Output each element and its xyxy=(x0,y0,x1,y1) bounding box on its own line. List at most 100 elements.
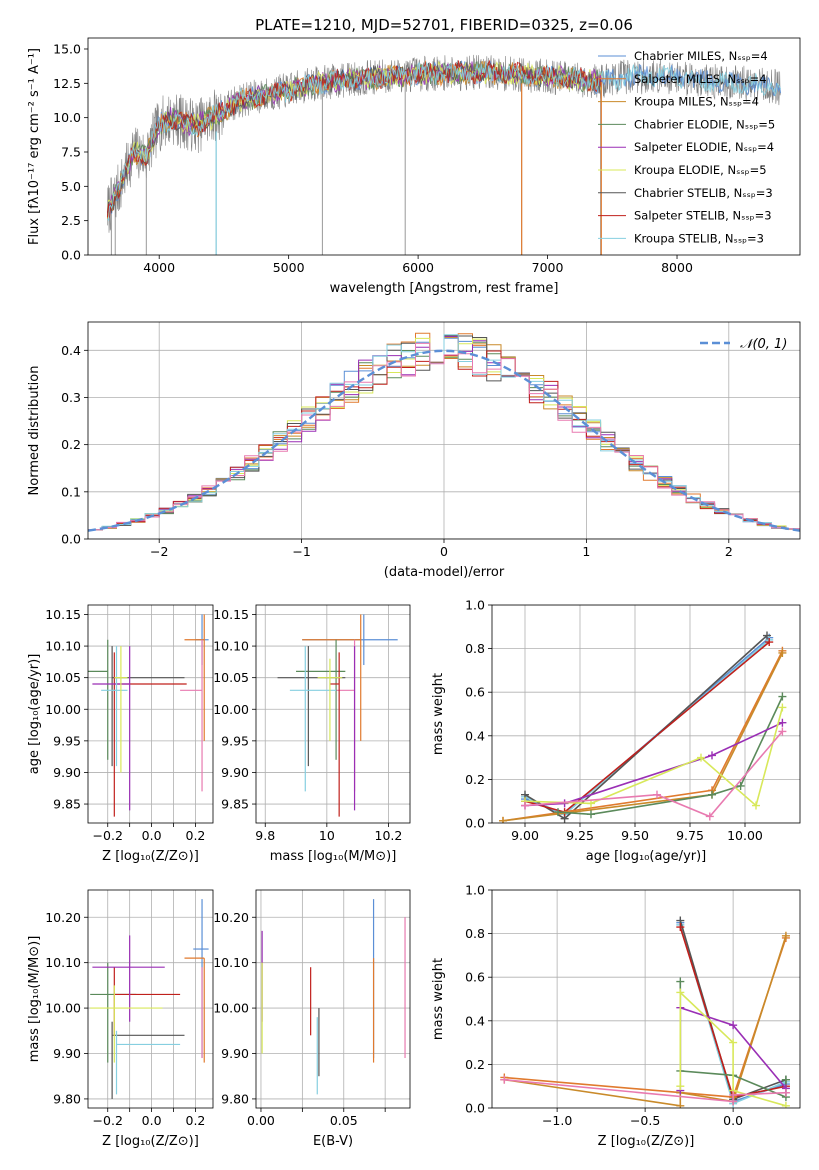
x-tick-label: −1.0 xyxy=(542,1113,572,1128)
chart-panel-4: 9.8 10 10.2 9.85 9.90 9.95 10.00 10.05 10.10 10.1… xyxy=(213,604,411,864)
series-marker xyxy=(676,988,685,997)
y-tick-label: 0.3 xyxy=(61,390,81,405)
y-tick-label: 15.0 xyxy=(53,41,81,56)
y-tick-label: 9.80 xyxy=(53,1091,81,1106)
x-tick-label: 5000 xyxy=(273,260,305,275)
y-axis-label: mass weight xyxy=(431,673,446,755)
y-tick-label: 10.20 xyxy=(213,910,249,925)
x-tick-label: 9.8 xyxy=(255,828,275,843)
y-tick-label: 0.2 xyxy=(465,772,485,787)
x-tick-label: 0.0 xyxy=(723,1113,743,1128)
axes-frame xyxy=(255,604,411,824)
x-tick-label: 0 xyxy=(440,544,448,559)
chart-panel-1: 4000 5000 6000 7000 8000 0.0 2.5 5.0 7.5 10.0 12.5… xyxy=(27,37,801,296)
series-marker xyxy=(676,923,685,932)
series-marker xyxy=(736,781,745,790)
series-marker xyxy=(705,812,714,821)
x-axis-label: age [log₁₀(age/yr)] xyxy=(586,849,707,864)
series-marker xyxy=(697,753,705,762)
y-tick-label: 0.6 xyxy=(465,970,485,985)
y-tick-label: 0.0 xyxy=(465,816,485,831)
x-tick-label: 10.00 xyxy=(727,828,763,843)
x-tick-label: 1 xyxy=(582,544,590,559)
series-marker xyxy=(781,1101,790,1108)
x-axis-label: (data-model)/error xyxy=(384,565,505,580)
series-marker xyxy=(752,801,760,810)
model-line xyxy=(107,60,782,222)
y-tick-label: 0.0 xyxy=(61,532,81,547)
plot-area xyxy=(492,605,800,823)
legend: Chabrier MILES, Nₛₛₚ=4 Salpeter MILES, Nₛ… xyxy=(598,49,775,245)
series-marker xyxy=(676,977,685,986)
chart-panel-7: 0.00 0.05 9.80 9.90 10.00 10.10 10.20 E(B-V) xyxy=(213,889,411,1149)
x-tick-label: 0.0 xyxy=(142,1113,162,1128)
legend-label: Kroupa MILES, Nₛₛₚ=4 xyxy=(634,95,759,109)
y-tick-label: 0.0 xyxy=(465,1101,485,1116)
axes-frame xyxy=(87,37,801,256)
series-line xyxy=(524,730,784,818)
y-tick-label: 10.10 xyxy=(213,639,249,654)
y-tick-label: 0.2 xyxy=(61,437,81,452)
y-tick-label: 7.5 xyxy=(61,144,81,159)
y-tick-label: 9.90 xyxy=(221,765,249,780)
x-tick-label: 8000 xyxy=(661,260,693,275)
legend-label: Kroupa ELODIE, Nₛₛₚ=5 xyxy=(634,163,767,177)
plot-area xyxy=(88,605,213,823)
y-tick-label: 5.0 xyxy=(61,179,81,194)
legend-label: Kroupa STELIB, Nₛₛₚ=3 xyxy=(634,231,764,245)
series-marker xyxy=(778,692,787,701)
y-tick-label: 9.85 xyxy=(53,797,81,812)
x-tick-label: −0.2 xyxy=(93,1113,123,1128)
y-tick-label: 2.5 xyxy=(61,213,81,228)
model-line xyxy=(106,61,602,214)
histogram-step xyxy=(88,334,800,531)
legend-label: Salpeter MILES, Nₛₛₚ=4 xyxy=(634,72,767,86)
x-tick-label: 0.0 xyxy=(142,828,162,843)
y-tick-label: 9.90 xyxy=(53,1046,81,1061)
x-tick-label: 4000 xyxy=(143,260,175,275)
x-tick-label: −0.5 xyxy=(630,1113,660,1128)
axes-frame xyxy=(87,321,801,540)
y-tick-label: 10.05 xyxy=(213,670,249,685)
series-marker xyxy=(781,1088,790,1097)
y-tick-label: 0.1 xyxy=(61,484,81,499)
plot-area xyxy=(256,605,410,823)
legend: 𝒩(0, 1) xyxy=(700,337,787,352)
y-tick-label: 10.00 xyxy=(45,1001,81,1016)
y-tick-label: 9.80 xyxy=(221,1091,249,1106)
y-tick-label: 10.10 xyxy=(45,639,81,654)
y-tick-label: 10.20 xyxy=(45,910,81,925)
y-tick-label: 9.95 xyxy=(221,733,249,748)
x-tick-label: 0.05 xyxy=(330,1113,358,1128)
y-tick-label: 9.85 xyxy=(221,797,249,812)
x-tick-label: 9.50 xyxy=(621,828,649,843)
axes-frame xyxy=(491,889,801,1109)
y-tick-label: 10.15 xyxy=(45,607,81,622)
plot-area xyxy=(106,54,782,255)
series-marker xyxy=(763,631,771,640)
chart-title: PLATE=1210, MJD=52701, FIBERID=0325, z=0… xyxy=(255,16,633,34)
y-tick-label: 0.8 xyxy=(465,926,485,941)
x-axis-label: E(B-V) xyxy=(313,1134,353,1149)
y-tick-label: 9.90 xyxy=(53,765,81,780)
legend-label: Salpeter ELODIE, Nₛₛₚ=4 xyxy=(634,140,774,154)
y-axis-label: age [log₁₀(age/yr)] xyxy=(27,654,42,775)
series-marker xyxy=(554,808,562,817)
plot-area xyxy=(492,890,800,1108)
y-axis-label: mass [log₁₀(M/M⊙)] xyxy=(27,936,42,1063)
series-marker xyxy=(708,751,716,760)
series-marker xyxy=(765,638,774,647)
y-tick-label: 0.4 xyxy=(61,343,81,358)
x-tick-label: 7000 xyxy=(532,260,564,275)
y-tick-label: 0.4 xyxy=(465,728,485,743)
series-marker xyxy=(676,1082,685,1091)
histogram-step xyxy=(88,342,800,531)
series-marker xyxy=(521,801,529,810)
y-tick-label: 10.0 xyxy=(53,110,81,125)
y-tick-label: 12.5 xyxy=(53,76,81,91)
y-tick-label: 0.8 xyxy=(465,641,485,656)
series-marker xyxy=(778,648,787,657)
chart-panel-5: 9.00 9.25 9.50 9.75 10.00 0.0 0.2 0.4 0.6 0.8 1.0 a… xyxy=(431,598,801,864)
axes-frame xyxy=(87,604,214,824)
